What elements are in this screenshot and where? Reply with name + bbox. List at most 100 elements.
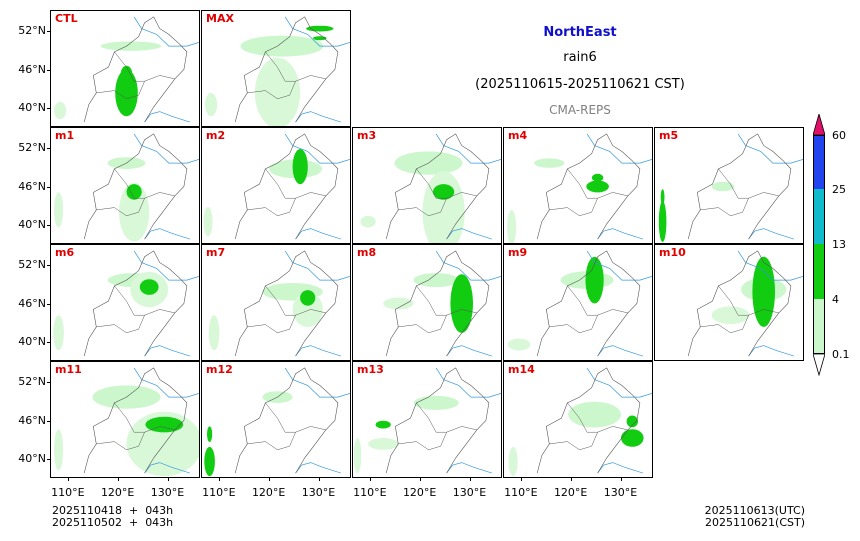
river-line [133,133,199,164]
lat-tick-mark [47,225,50,227]
province-border [718,285,749,316]
lat-tick-mark [47,382,50,384]
map-canvas [208,250,350,357]
rain-area [383,297,414,310]
rain-area [240,35,324,57]
rain-area [507,209,517,243]
panel-label: m10 [659,246,686,259]
river-line [737,250,803,281]
province-border [96,426,175,451]
rain-area [100,41,162,51]
rain-area [507,338,531,351]
province-border [416,285,447,316]
river-line [284,133,350,164]
province-border [567,285,598,316]
map-panel-m7: m7 [201,244,351,361]
river-line [284,250,350,281]
panel-label: m3 [357,129,377,142]
lon-tick-mark [268,478,270,481]
panel-label: CTL [55,12,78,25]
map-panel-m9: m9 [503,244,653,361]
map-panel-m3: m3 [352,127,502,244]
rain-area [292,291,323,327]
rain-area [658,201,667,243]
heavy-rain-core [590,274,600,290]
rain-area [711,181,735,192]
map-panel-m2: m2 [201,127,351,244]
map-canvas [54,16,199,123]
lon-tick-label: 110°E [51,486,85,499]
lon-tick-mark [570,478,572,481]
lat-tick-label: 52°N [18,24,46,38]
rain-area [119,182,150,242]
colorbar-label-4: 4 [832,293,839,306]
panel-label: m2 [206,129,226,142]
lat-tick-label: 46°N [18,296,46,310]
rain-area [413,273,459,288]
panel-label: m13 [357,363,384,376]
coast-line [295,228,342,240]
rain-area [711,306,750,324]
lat-tick-mark [47,420,50,422]
coast-line [295,111,342,123]
coast-line [446,228,493,240]
heavy-rain-core [626,415,638,428]
map-panel-m6: m6 [50,244,200,361]
colorbar-bottom-arrow [813,354,825,376]
map-panel-m13: m13 [352,361,502,478]
rain-area [368,438,399,450]
footer-valid-times: 2025110613(UTC) 2025110621(CST) [693,505,805,529]
map-canvas [353,367,501,474]
map-panel-m1: m1 [50,127,200,244]
province-border [416,402,447,433]
panel-label: m14 [508,363,535,376]
lat-tick-mark [47,148,50,150]
map-canvas [658,133,803,243]
rain-area [534,158,565,168]
panel-label: m9 [508,246,528,259]
map-panel-ctl: CTL [50,10,200,127]
province-border [265,51,296,82]
colorbar-top-arrow [813,114,825,135]
heavy-rain-core [139,279,159,295]
lon-tick-mark [521,478,523,481]
province-border [265,168,296,199]
river-line [435,133,501,164]
country-border [83,250,188,357]
river-line [284,16,350,47]
country-border [234,250,339,357]
coast-line [144,462,191,474]
province-border [114,51,145,82]
panel-label: m4 [508,129,528,142]
map-panel-m11: m11 [50,361,200,478]
lat-tick-label: 52°N [18,375,46,389]
panel-label: m7 [206,246,226,259]
lat-tick-mark [47,186,50,188]
coast-line [748,228,795,240]
province-border [567,168,598,199]
panel-label: m6 [55,246,75,259]
lat-tick-mark [47,265,50,267]
lon-tick-mark [68,478,70,481]
lon-tick-mark [419,478,421,481]
province-border [247,192,326,217]
footer-right-line1: 2025110613(UTC) [704,504,805,517]
province-border [567,402,598,433]
map-canvas [687,250,803,357]
coast-line [144,228,191,240]
lon-tick-mark [219,478,221,481]
lat-tick-label: 40°N [18,218,46,232]
province-border [549,192,628,217]
map-canvas [507,250,652,357]
rain-area [254,57,301,126]
rain-area [621,429,644,447]
lon-tick-label: 120°E [100,486,135,499]
heavy-rain-core [591,173,604,182]
province-border [114,168,145,199]
title-region: NorthEast [543,25,617,40]
lon-tick-mark [370,478,372,481]
river-line [586,250,652,281]
heavy-rain-core [300,290,316,306]
colorbar-label-60: 60 [832,129,846,142]
lat-tick-mark [47,69,50,71]
